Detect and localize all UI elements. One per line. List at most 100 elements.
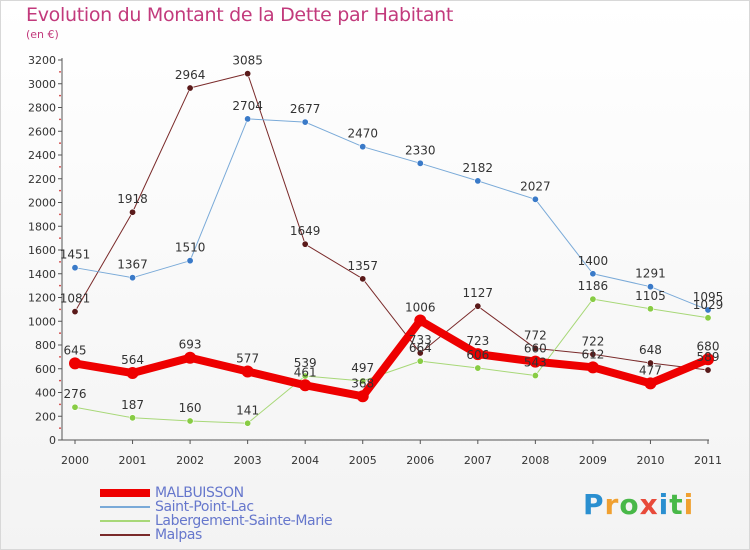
- data-label-saint-point-lac: 1510: [175, 241, 206, 255]
- data-label-labergement-sainte-marie: 141: [236, 403, 259, 417]
- y-minor-tick: [59, 379, 61, 382]
- y-tick-label: 1400: [28, 268, 56, 281]
- data-point-labergement-sainte-marie: [646, 305, 654, 313]
- y-tick-label: 1000: [28, 315, 56, 328]
- data-point-malbuisson: [644, 377, 657, 390]
- data-label-malbuisson: 660: [524, 342, 547, 356]
- data-label-malbuisson: 1006: [405, 301, 436, 315]
- y-minor-tick: [59, 237, 61, 240]
- data-label-malbuisson: 461: [294, 365, 317, 379]
- data-point-malpas: [301, 240, 309, 248]
- y-minor-tick: [59, 213, 61, 216]
- y-minor-tick: [59, 427, 61, 430]
- x-tick-label: 2008: [521, 454, 549, 467]
- legend-item-saint-point-lac: Saint-Point-Lac: [100, 500, 332, 514]
- data-point-saint-point-lac: [244, 115, 252, 123]
- data-label-malbuisson: 477: [639, 363, 662, 377]
- logo-letter: x: [639, 488, 659, 521]
- data-label-saint-point-lac: 1095: [693, 290, 724, 304]
- data-label-malpas: 2964: [175, 68, 206, 82]
- data-point-malpas: [531, 344, 539, 352]
- data-point-saint-point-lac: [186, 257, 194, 265]
- legend-swatch: [100, 489, 150, 497]
- data-point-labergement-sainte-marie: [129, 414, 137, 422]
- data-point-labergement-sainte-marie: [301, 372, 309, 380]
- data-label-malpas: 772: [524, 328, 547, 342]
- data-label-labergement-sainte-marie: 187: [121, 398, 144, 412]
- data-point-malbuisson: [299, 379, 312, 392]
- logo-letter: i: [658, 488, 670, 521]
- data-point-labergement-sainte-marie: [474, 364, 482, 372]
- y-tick-label: 0: [49, 434, 56, 447]
- y-tick-label: 2000: [28, 197, 56, 210]
- data-point-malpas: [71, 308, 79, 316]
- chart-title: Evolution du Montant de la Dette par Hab…: [26, 4, 454, 26]
- x-tick-label: 2003: [234, 454, 262, 467]
- data-point-labergement-sainte-marie: [416, 357, 424, 365]
- data-label-malbuisson: 577: [236, 351, 259, 365]
- data-label-saint-point-lac: 2677: [290, 102, 321, 116]
- data-point-labergement-sainte-marie: [71, 403, 79, 411]
- y-tick-label: 2600: [28, 125, 56, 138]
- data-point-labergement-sainte-marie: [244, 419, 252, 427]
- y-minor-tick: [59, 70, 61, 73]
- data-point-saint-point-lac: [416, 159, 424, 167]
- data-label-labergement-sainte-marie: 1029: [693, 298, 724, 312]
- y-minor-tick: [59, 403, 61, 406]
- data-point-malpas: [646, 359, 654, 367]
- data-label-saint-point-lac: 1367: [117, 258, 148, 272]
- data-point-saint-point-lac: [704, 306, 712, 314]
- series-line-malbuisson: [71, 316, 712, 401]
- y-tick-label: 3000: [28, 78, 56, 91]
- legend-item-malbuisson: MALBUISSON: [100, 486, 332, 500]
- data-label-malpas: 722: [581, 334, 604, 348]
- data-point-malpas: [589, 350, 597, 358]
- data-label-labergement-sainte-marie: 160: [179, 401, 202, 415]
- chart-legend: MALBUISSON Saint-Point-Lac Labergement-S…: [100, 486, 333, 542]
- legend-label: MALBUISSON: [155, 485, 244, 501]
- data-point-labergement-sainte-marie: [186, 417, 194, 425]
- data-point-saint-point-lac: [646, 283, 654, 291]
- data-point-malpas: [186, 84, 194, 92]
- data-label-labergement-sainte-marie: 543: [524, 356, 547, 370]
- legend-swatch: [100, 506, 150, 508]
- data-point-saint-point-lac: [129, 274, 137, 282]
- data-point-malbuisson: [126, 367, 139, 380]
- data-label-saint-point-lac: 1400: [578, 254, 609, 268]
- legend-swatch: [100, 534, 150, 536]
- y-minor-tick: [59, 284, 61, 287]
- x-tick-label: 2010: [636, 454, 664, 467]
- data-point-saint-point-lac: [71, 264, 79, 272]
- data-label-malbuisson: 564: [121, 353, 144, 367]
- y-tick-label: 2800: [28, 102, 56, 115]
- data-point-malbuisson: [356, 390, 369, 403]
- legend-label: Labergement-Sainte-Marie: [155, 513, 333, 529]
- data-label-malpas: 1081: [60, 292, 91, 306]
- data-label-labergement-sainte-marie: 1186: [578, 279, 609, 293]
- data-label-malbuisson: 612: [581, 347, 604, 361]
- data-point-saint-point-lac: [474, 177, 482, 185]
- data-label-saint-point-lac: 1451: [60, 248, 91, 262]
- data-label-malpas: 648: [639, 343, 662, 357]
- data-point-malbuisson: [184, 351, 197, 364]
- data-label-malpas: 733: [409, 333, 432, 347]
- y-tick-label: 400: [35, 387, 56, 400]
- data-label-malbuisson: 368: [351, 376, 374, 390]
- y-minor-tick: [59, 189, 61, 192]
- data-label-malbuisson: 680: [697, 339, 720, 353]
- logo-letter: t: [669, 488, 684, 521]
- y-minor-tick: [59, 142, 61, 145]
- data-point-labergement-sainte-marie: [704, 314, 712, 322]
- x-tick-label: 2011: [694, 454, 722, 467]
- data-label-labergement-sainte-marie: 606: [466, 348, 489, 362]
- data-point-malpas: [474, 302, 482, 310]
- x-tick-label: 2009: [579, 454, 607, 467]
- series-line-malpas: [74, 73, 709, 371]
- data-label-saint-point-lac: 2704: [232, 99, 263, 113]
- data-label-malpas: 1918: [117, 192, 148, 206]
- data-label-labergement-sainte-marie: 1105: [635, 289, 666, 303]
- data-point-malpas: [416, 349, 424, 357]
- y-minor-tick: [59, 260, 61, 263]
- data-label-saint-point-lac: 2027: [520, 179, 551, 193]
